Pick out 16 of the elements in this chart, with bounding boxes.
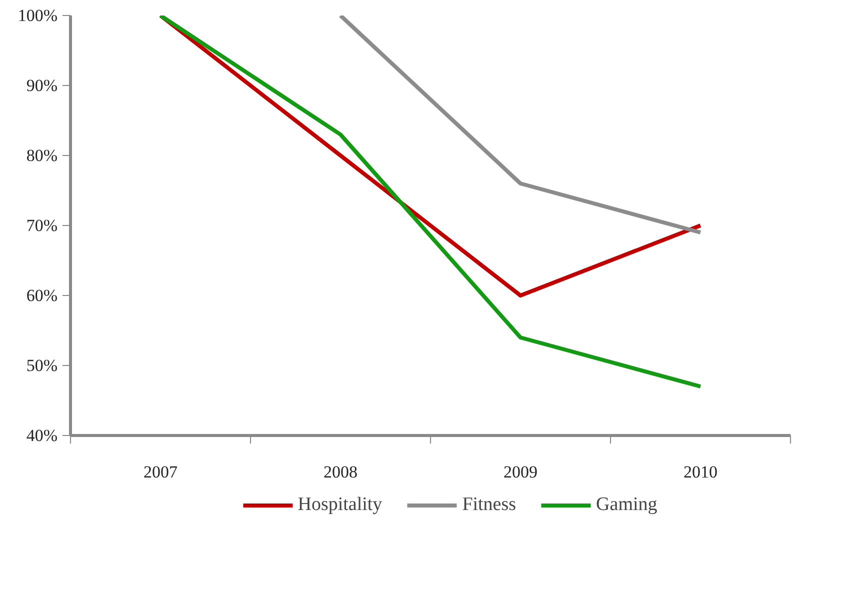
y-tick-label: 80% (26, 146, 58, 165)
x-tick-label: 2010 (684, 462, 718, 482)
line-series (158, 16, 702, 388)
x-tick-label: 2008 (324, 462, 358, 482)
x-tick-label: 2007 (144, 462, 178, 482)
y-tick-label: 90% (26, 76, 58, 95)
legend-label: Hospitality (298, 494, 382, 516)
line-series (158, 16, 702, 298)
x-tick-label: 2009 (504, 462, 538, 482)
y-tick-label: 60% (26, 286, 58, 305)
y-tick-label: 70% (26, 216, 58, 235)
y-tick-label: 40% (26, 426, 58, 445)
y-tick-label: 100% (18, 6, 58, 25)
legend-label: Gaming (596, 494, 658, 516)
y-tick-label: 50% (26, 356, 58, 375)
legend-label: Fitness (462, 494, 516, 516)
